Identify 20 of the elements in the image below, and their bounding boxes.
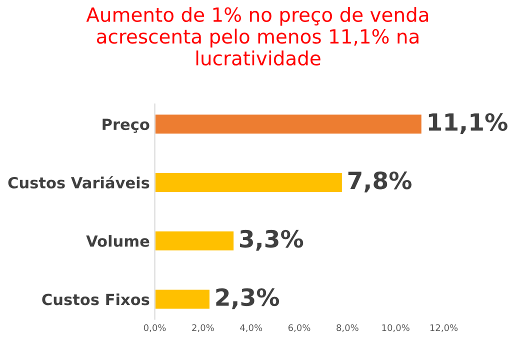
x-tick-label: 8,0% — [336, 324, 358, 332]
bar — [154, 113, 423, 136]
x-tick-label: 4,0% — [240, 324, 262, 332]
x-tick-label: 2,0% — [192, 324, 214, 332]
data-label: 3,3% — [240, 230, 304, 251]
y-tick-label: Custos Variáveis — [8, 176, 150, 188]
x-tick-label: 10,0% — [382, 324, 410, 332]
x-tick-label: 12,0% — [430, 324, 458, 332]
y-tick-label: Volume — [86, 235, 150, 247]
y-tick-label: Custos Fixos — [42, 293, 150, 306]
x-tick-label: 0,0% — [144, 324, 166, 332]
bar — [154, 230, 235, 252]
data-label: 2,3% — [216, 288, 280, 310]
chart-title: Aumento de 1% no preço de venda acrescenta pelo menos 11,1% na lucratividade — [86, 6, 428, 66]
bar — [154, 172, 344, 194]
data-label: 11,1% — [428, 113, 508, 134]
y-tick-label: Preço — [102, 118, 150, 133]
bar — [154, 288, 211, 310]
x-tick-label: 6,0% — [288, 324, 310, 332]
data-label: 7,8% — [348, 171, 412, 192]
